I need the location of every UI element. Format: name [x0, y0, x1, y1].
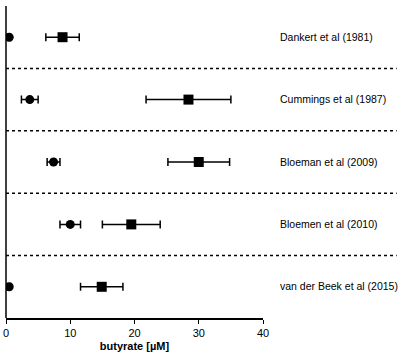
svg-text:10: 10: [64, 327, 76, 339]
svg-text:butyrate [µM]: butyrate [µM]: [100, 340, 170, 352]
svg-text:20: 20: [128, 327, 140, 339]
svg-text:30: 30: [193, 327, 205, 339]
svg-text:Bloemen et al (2010): Bloemen et al (2010): [280, 218, 377, 230]
svg-text:van der Beek et al (2015): van der Beek et al (2015): [280, 280, 398, 292]
svg-text:Dankert et al (1981): Dankert et al (1981): [280, 31, 373, 43]
svg-text:Cummings et al (1987): Cummings et al (1987): [280, 93, 386, 105]
svg-text:Bloeman et al (2009): Bloeman et al (2009): [280, 156, 377, 168]
svg-text:0: 0: [3, 327, 9, 339]
svg-text:40: 40: [257, 327, 269, 339]
